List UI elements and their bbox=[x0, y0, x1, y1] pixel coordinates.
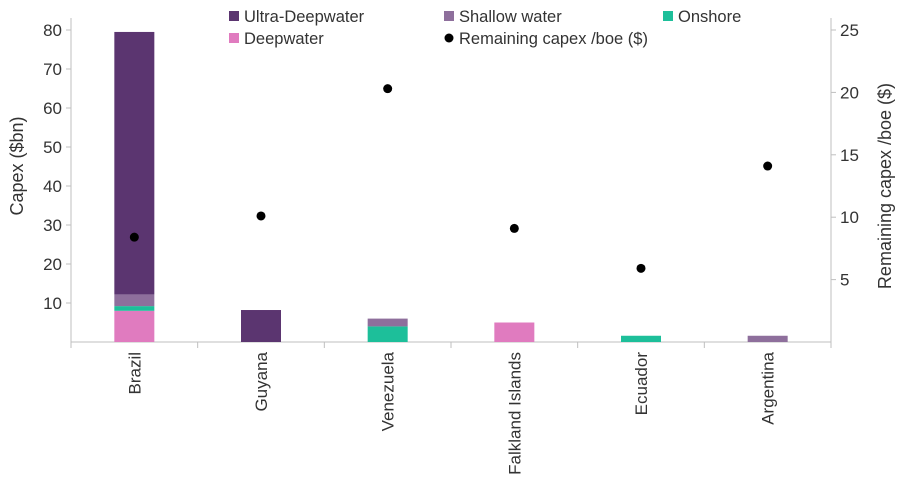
y-tick-label: 70 bbox=[43, 60, 62, 79]
capex-per-boe-point bbox=[129, 232, 139, 242]
x-category-label: Ecuador bbox=[632, 352, 651, 416]
legend-swatch bbox=[663, 11, 673, 21]
axes: 10 20 30 40 50 60 70 80 5 10 15 20 25 Brazil Guyana Ven… bbox=[43, 18, 859, 475]
y-tick-label: 60 bbox=[43, 99, 62, 118]
legend-swatch bbox=[229, 33, 239, 43]
bar-onshore bbox=[367, 326, 408, 342]
bar-deepwater bbox=[114, 310, 155, 342]
secondary-y-tick-label: 15 bbox=[840, 146, 859, 165]
legend-swatch bbox=[444, 11, 454, 21]
secondary-y-axis-title: Remaining capex /boe ($) bbox=[875, 83, 895, 289]
capex-per-boe-points bbox=[129, 84, 773, 273]
legend-label: Shallow water bbox=[459, 8, 562, 26]
y-tick-label: 80 bbox=[43, 21, 62, 40]
secondary-y-tick-label: 20 bbox=[840, 83, 859, 102]
y-tick-label: 10 bbox=[43, 294, 62, 313]
legend-swatch bbox=[229, 11, 239, 21]
legend-marker bbox=[444, 33, 454, 43]
x-category-label: Guyana bbox=[252, 351, 271, 411]
bar-onshore bbox=[621, 335, 661, 342]
bar-shallow-water bbox=[367, 318, 408, 327]
x-category-label: Argentina bbox=[759, 351, 778, 424]
bar-ultra-deepwater bbox=[114, 31, 155, 295]
legend-label: Remaining capex /boe ($) bbox=[459, 30, 648, 48]
bar-onshore bbox=[114, 306, 155, 311]
secondary-y-tick-label: 10 bbox=[840, 208, 859, 227]
legend-label: Ultra-Deepwater bbox=[244, 8, 365, 26]
y-tick-label: 50 bbox=[43, 138, 62, 157]
capex-per-boe-point bbox=[763, 161, 773, 171]
secondary-y-tick-label: 25 bbox=[840, 21, 859, 40]
legend-label: Deepwater bbox=[244, 30, 324, 48]
y-tick-label: 20 bbox=[43, 255, 62, 274]
secondary-y-tick-label: 5 bbox=[840, 271, 849, 290]
bar-shallow-water bbox=[114, 294, 155, 307]
capex-per-boe-point bbox=[383, 84, 393, 94]
capex-per-boe-point bbox=[509, 223, 519, 233]
y-tick-label: 30 bbox=[43, 216, 62, 235]
legend: Ultra-Deepwater Shallow water Onshore Deepw… bbox=[229, 8, 741, 48]
bar-deepwater bbox=[494, 322, 535, 342]
bars bbox=[114, 31, 788, 342]
x-category-label: Venezuela bbox=[379, 351, 398, 431]
capex-per-boe-point bbox=[256, 211, 266, 221]
x-category-label: Brazil bbox=[125, 352, 144, 395]
bar-shallow-water bbox=[747, 335, 788, 342]
legend-label: Onshore bbox=[678, 8, 741, 26]
capex-per-boe-point bbox=[636, 263, 646, 273]
y-axis-title: Capex ($bn) bbox=[7, 116, 27, 215]
y-tick-label: 40 bbox=[43, 177, 62, 196]
x-category-label: Falkland Islands bbox=[505, 352, 524, 475]
bar-ultra-deepwater bbox=[241, 310, 281, 342]
